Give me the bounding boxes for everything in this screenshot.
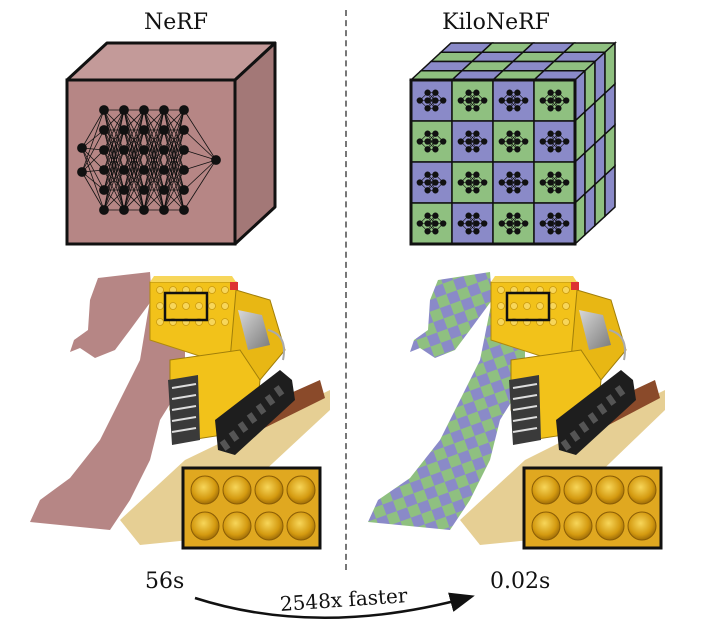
kilonerf-grid-cube	[409, 41, 617, 246]
kilonerf-zoom-marker	[505, 291, 551, 322]
nerf-title: NeRF	[143, 10, 209, 35]
kilonerf-time: 0.02s	[490, 569, 551, 594]
nerf-zoom-inset	[181, 466, 322, 550]
nerf-zoom-marker	[163, 291, 209, 322]
nerf-time: 56s	[145, 569, 185, 594]
neural-network-icon	[77, 105, 221, 215]
kilonerf-title: KiloNeRF	[442, 10, 550, 35]
dashed-divider	[345, 10, 347, 570]
lego-bulldozer-right	[490, 276, 636, 455]
kilonerf-zoom-inset	[522, 466, 663, 550]
speedup-arrow	[194, 592, 475, 619]
